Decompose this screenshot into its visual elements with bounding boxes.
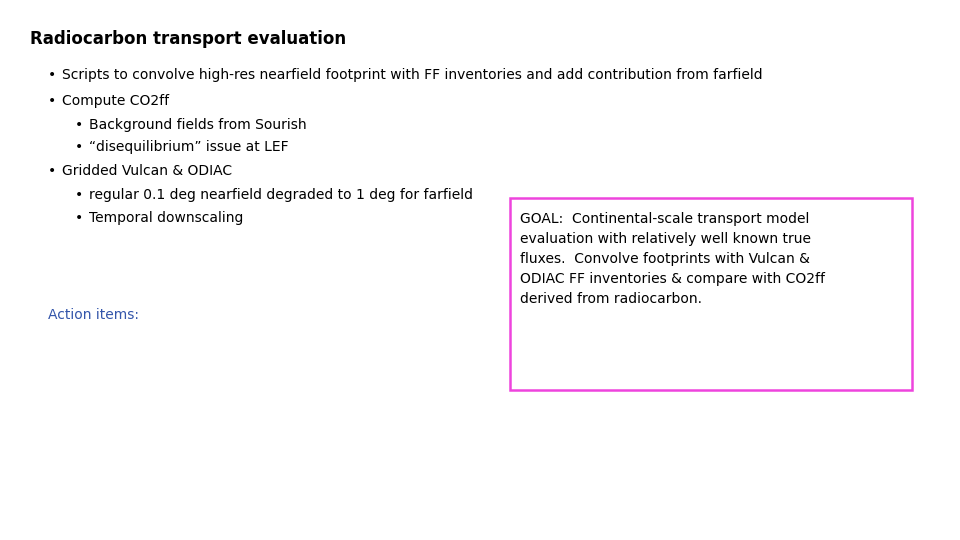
- Text: •: •: [75, 140, 84, 154]
- Text: •: •: [48, 94, 57, 108]
- Text: GOAL:  Continental-scale transport model
evaluation with relatively well known t: GOAL: Continental-scale transport model …: [520, 212, 825, 306]
- Text: •: •: [75, 211, 84, 225]
- Text: •: •: [48, 164, 57, 178]
- Text: Gridded Vulcan & ODIAC: Gridded Vulcan & ODIAC: [62, 164, 232, 178]
- Text: Temporal downscaling: Temporal downscaling: [89, 211, 244, 225]
- Text: •: •: [75, 188, 84, 202]
- Text: Compute CO2ff: Compute CO2ff: [62, 94, 169, 108]
- Text: •: •: [75, 118, 84, 132]
- Text: Radiocarbon transport evaluation: Radiocarbon transport evaluation: [30, 30, 347, 48]
- Text: regular 0.1 deg nearfield degraded to 1 deg for farfield: regular 0.1 deg nearfield degraded to 1 …: [89, 188, 473, 202]
- Text: Background fields from Sourish: Background fields from Sourish: [89, 118, 306, 132]
- Text: Scripts to convolve high-res nearfield footprint with FF inventories and add con: Scripts to convolve high-res nearfield f…: [62, 68, 762, 82]
- Text: •: •: [48, 68, 57, 82]
- Bar: [510, 198, 912, 390]
- Text: “disequilibrium” issue at LEF: “disequilibrium” issue at LEF: [89, 140, 289, 154]
- Text: Action items:: Action items:: [48, 308, 139, 322]
